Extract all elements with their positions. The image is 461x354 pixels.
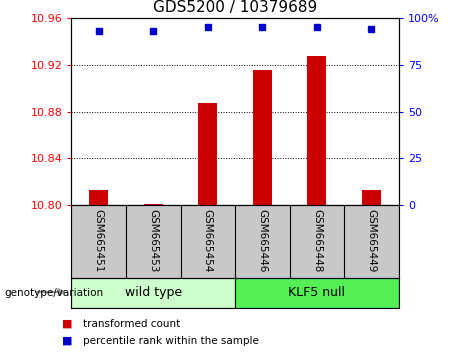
Title: GDS5200 / 10379689: GDS5200 / 10379689 <box>153 0 317 15</box>
Bar <box>144 204 163 205</box>
Bar <box>307 56 326 205</box>
Text: wild type: wild type <box>125 286 182 299</box>
Text: GSM665454: GSM665454 <box>203 209 213 272</box>
Text: GSM665451: GSM665451 <box>94 209 104 272</box>
Text: transformed count: transformed count <box>83 319 180 329</box>
Bar <box>235 278 399 308</box>
Text: GSM665446: GSM665446 <box>257 209 267 272</box>
Bar <box>362 190 381 205</box>
Text: ■: ■ <box>62 336 73 346</box>
Text: ■: ■ <box>62 319 73 329</box>
Text: genotype/variation: genotype/variation <box>5 288 104 298</box>
Bar <box>89 190 108 205</box>
Bar <box>253 70 272 205</box>
Bar <box>198 103 218 205</box>
Bar <box>71 278 235 308</box>
Text: percentile rank within the sample: percentile rank within the sample <box>83 336 259 346</box>
Text: KLF5 null: KLF5 null <box>289 286 345 299</box>
Text: GSM665453: GSM665453 <box>148 209 158 272</box>
Text: GSM665448: GSM665448 <box>312 209 322 272</box>
Text: GSM665449: GSM665449 <box>366 209 377 272</box>
